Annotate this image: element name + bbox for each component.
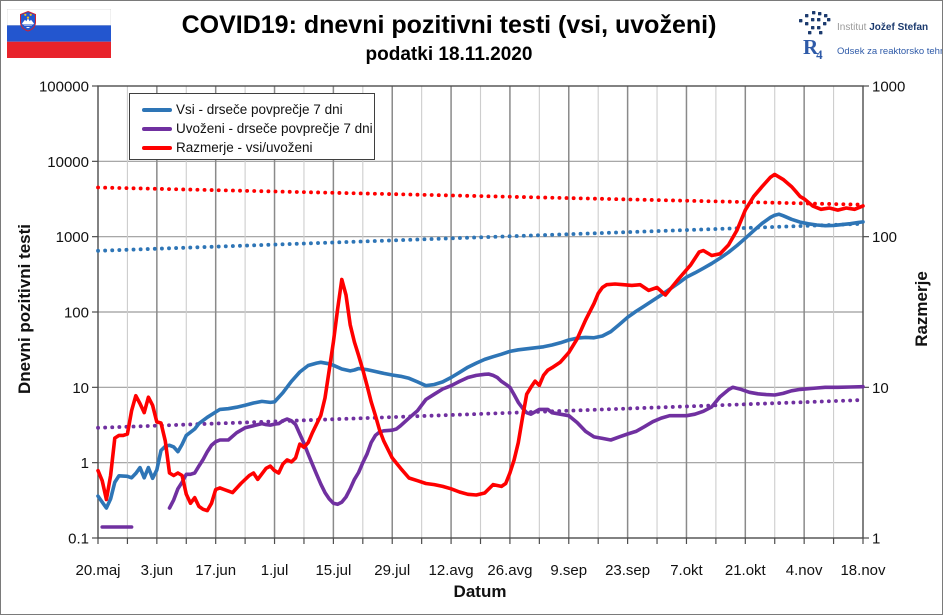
legend-item-razmerje: Razmerje - vsi/uvoženi — [142, 138, 374, 157]
series-razmerje-line — [96, 172, 865, 513]
y-right-tick-label: 10 — [872, 380, 889, 397]
legend-item-vsi: Vsi - drseče povprečje 7 dni — [142, 100, 374, 119]
y-axis-left-title: Dnevni pozitivni testi — [15, 223, 34, 395]
series-vsi-trend-line — [96, 221, 865, 253]
x-tick-label: 26.avg — [487, 562, 532, 579]
x-tick-label: 23.sep — [605, 562, 650, 579]
legend-label-razmerje: Razmerje - vsi/uvoženi — [176, 140, 313, 155]
logo-institute-prefix: Institut — [837, 22, 867, 33]
y-left-tick-label: 0.1 — [68, 531, 89, 548]
y-left-tick-label: 100 — [64, 305, 89, 322]
legend-label-uvozeni: Uvoženi - drseče povprečje 7 dni — [176, 121, 373, 136]
x-tick-label: 18.nov — [840, 562, 886, 579]
y-right-tick-label: 1000 — [872, 79, 905, 96]
legend-label-vsi: Vsi - drseče povprečje 7 dni — [176, 102, 343, 117]
legend-swatch-vsi — [142, 107, 172, 112]
page-subtitle: podatki 18.11.2020 — [365, 44, 533, 65]
page-title: COVID19: dnevni pozitivni testi (vsi, uv… — [181, 11, 717, 39]
legend-swatch-uvozeni — [142, 126, 172, 131]
x-tick-label: 4.nov — [786, 562, 823, 579]
y-right-tick-label: 100 — [872, 229, 897, 246]
series-razmerje-trend-line — [96, 185, 865, 207]
x-tick-label: 17.jun — [195, 562, 236, 579]
x-tick-label: 7.okt — [670, 562, 703, 579]
x-axis-title: Datum — [453, 582, 507, 601]
y-left-tick-label: 1 — [81, 455, 89, 472]
x-tick-label: 29.jul — [374, 562, 410, 579]
x-tick-label: 9.sep — [550, 562, 587, 579]
y-right-tick-label: 1 — [872, 531, 880, 548]
ijs-logo: Institut Jožef Stefan R4 Odsek za reakto… — [791, 9, 942, 63]
r4-icon: R4 — [803, 35, 823, 63]
logo-institute-name: Jožef Stefan — [869, 22, 929, 33]
slovenia-flag — [6, 8, 112, 58]
slovenia-flag-image — [6, 8, 112, 58]
r4-letter: R — [803, 35, 819, 59]
legend: Vsi - drseče povprečje 7 dni Uvoženi - d… — [129, 93, 375, 160]
ijs-atom-icon — [799, 11, 831, 35]
y-left-tick-label: 10 — [72, 380, 89, 397]
series-vsi-line — [96, 212, 865, 510]
logo-institute-label: Institut Jožef Stefan — [837, 22, 928, 33]
coat-of-arms-icon — [20, 10, 36, 32]
x-tick-label: 20.maj — [75, 562, 120, 579]
x-tick-label: 21.okt — [725, 562, 767, 579]
y-axis-right-title: Razmerje — [912, 271, 931, 347]
x-tick-label: 15.jul — [315, 562, 351, 579]
logo-dept-name: Odsek za reaktorsko tehniko — [837, 46, 942, 57]
x-tick-label: 12.avg — [429, 562, 474, 579]
r4-number: 4 — [816, 47, 823, 63]
series-uvozeni-line — [167, 372, 865, 510]
y-left-tick-label: 100000 — [39, 79, 89, 96]
legend-swatch-razmerje — [142, 145, 172, 150]
y-left-tick-label: 10000 — [47, 154, 89, 171]
legend-item-uvozeni: Uvoženi - drseče povprečje 7 dni — [142, 119, 374, 138]
x-tick-label: 3.jun — [141, 562, 174, 579]
x-tick-label: 1.jul — [261, 562, 289, 579]
series-uvozeni-trend-line — [96, 398, 865, 430]
y-left-tick-label: 1000 — [56, 229, 89, 246]
